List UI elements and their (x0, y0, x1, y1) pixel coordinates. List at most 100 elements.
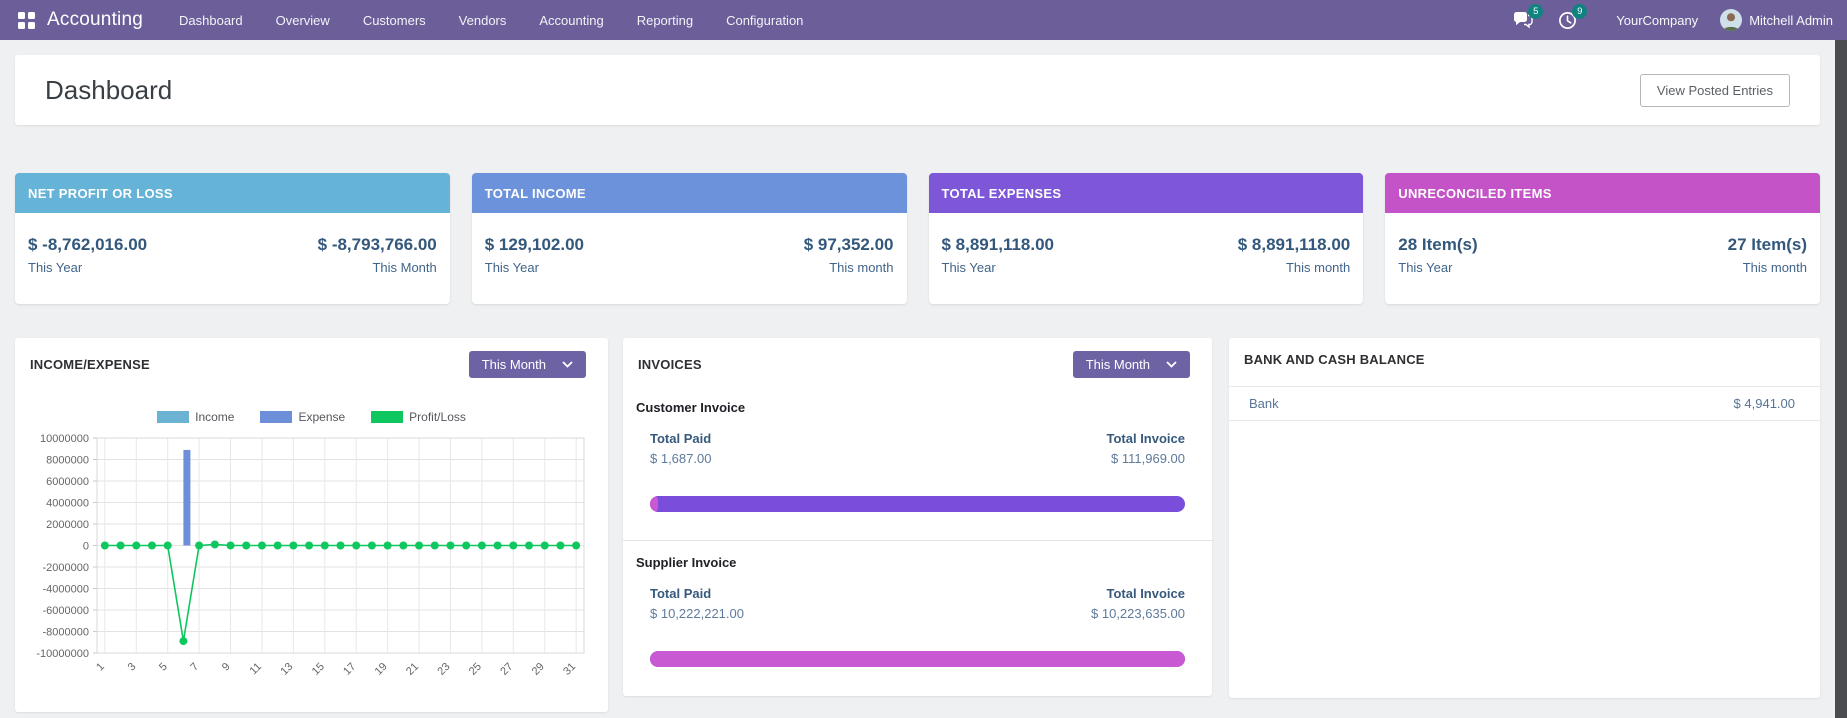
customer-invoice-progressbar (650, 496, 1185, 512)
income-expense-panel: INCOME/EXPENSE This Month Income Expense P… (15, 338, 608, 712)
kpi-value-year: $ 8,891,118.00 (941, 235, 1055, 254)
supplier-invoice-value: $ 10,223,635.00 (1091, 606, 1185, 621)
svg-text:13: 13 (278, 661, 295, 678)
legend-item-profit-loss[interactable]: Profit/Loss (371, 410, 466, 424)
nav-item-overview[interactable]: Overview (275, 12, 330, 28)
kpi-label-year: This Year (941, 260, 996, 275)
legend-label: Profit/Loss (409, 410, 466, 424)
kpi-title: TOTAL EXPENSES (928, 173, 1364, 213)
section-divider (623, 540, 1212, 541)
svg-text:5: 5 (157, 661, 170, 674)
nav-item-configuration[interactable]: Configuration (726, 12, 804, 28)
bank-journal-link[interactable]: Bank (1249, 396, 1279, 411)
bank-cash-panel: BANK AND CASH BALANCE Bank $ 4,941.00 (1229, 338, 1820, 698)
svg-text:23: 23 (435, 661, 452, 678)
nav-item-dashboard[interactable]: Dashboard (179, 12, 243, 28)
kpi-card-unreconciled-items: UNRECONCILED ITEMS 28 Item(s) This Year 2… (1385, 173, 1820, 304)
svg-text:1: 1 (94, 661, 107, 674)
activities-icon[interactable]: 9 (1556, 4, 1588, 31)
kpi-value-year: $ -8,762,016.00 (28, 235, 148, 254)
user-menu[interactable]: Mitchell Admin (1720, 9, 1833, 31)
nav-item-reporting[interactable]: Reporting (636, 12, 694, 28)
nav-item-accounting[interactable]: Accounting (539, 12, 604, 28)
vertical-scrollbar[interactable] (1835, 40, 1847, 718)
svg-text:8000000: 8000000 (46, 455, 89, 467)
svg-text:7: 7 (188, 661, 201, 674)
svg-text:3: 3 (126, 661, 139, 674)
company-switcher[interactable]: YourCompany (1616, 12, 1699, 28)
customer-invoice-value: $ 111,969.00 (1111, 451, 1185, 466)
nav-item-vendors[interactable]: Vendors (458, 12, 507, 28)
kpi-title: NET PROFIT OR LOSS (15, 173, 450, 213)
svg-text:17: 17 (341, 661, 358, 678)
kpi-card-total-expenses: TOTAL EXPENSES $ 8,891,118.00 This Year $… (928, 173, 1364, 304)
chevron-down-icon (1166, 361, 1177, 368)
svg-text:11: 11 (248, 661, 265, 678)
app-brand[interactable]: Accounting (47, 9, 144, 30)
panel-title: INVOICES (638, 357, 702, 372)
svg-text:25: 25 (467, 661, 484, 678)
bank-balance-value: $ 4,941.00 (1733, 396, 1795, 411)
user-name: Mitchell Admin (1749, 12, 1833, 28)
customer-invoice-label: Total Invoice (1106, 431, 1186, 446)
svg-text:4000000: 4000000 (46, 498, 89, 510)
top-nav: Accounting Dashboard Overview Customers … (0, 0, 1847, 40)
legend-swatch (157, 411, 190, 423)
legend-label: Income (195, 410, 235, 424)
kpi-title: UNRECONCILED ITEMS (1385, 173, 1820, 213)
page-title: Dashboard (45, 74, 173, 105)
svg-text:19: 19 (373, 661, 390, 678)
kpi-label-year: This Year (484, 260, 539, 275)
kpi-value-month: $ -8,793,766.00 (317, 235, 437, 254)
svg-text:29: 29 (530, 661, 547, 678)
nav-item-customers[interactable]: Customers (362, 12, 426, 28)
supplier-invoice-label: Total Invoice (1106, 586, 1186, 601)
svg-text:6000000: 6000000 (46, 476, 89, 488)
svg-text:31: 31 (561, 661, 578, 678)
chart-legend: Income Expense Profit/Loss (15, 410, 608, 424)
invoices-panel: INVOICES This Month Customer Invoice Tot… (623, 338, 1212, 696)
svg-text:10000000: 10000000 (40, 433, 89, 445)
nav-right-group: 5 9 YourCompany Mitchell Admin (1512, 4, 1833, 31)
svg-text:-2000000: -2000000 (43, 562, 90, 574)
kpi-label-month: This Month (372, 260, 437, 275)
invoices-period-dropdown[interactable]: This Month (1072, 351, 1190, 378)
svg-text:27: 27 (498, 661, 515, 678)
kpi-label-month: This month (1742, 260, 1807, 275)
svg-text:21: 21 (404, 661, 421, 678)
panel-title: INCOME/EXPENSE (30, 357, 150, 372)
supplier-invoice-progressbar (650, 651, 1185, 667)
messages-icon[interactable]: 5 (1512, 4, 1544, 31)
chart-period-value: This Month (481, 357, 546, 372)
kpi-card-total-income: TOTAL INCOME $ 129,102.00 This Year $ 97,… (471, 173, 907, 304)
supplier-invoice-heading: Supplier Invoice (636, 555, 737, 570)
svg-text:-8000000: -8000000 (43, 627, 90, 639)
activities-badge: 9 (1572, 4, 1588, 19)
kpi-label-year: This Year (28, 260, 83, 275)
kpi-title: TOTAL INCOME (471, 173, 907, 213)
svg-text:-6000000: -6000000 (43, 605, 90, 617)
income-expense-chart: -10000000 -8000000 -6000000 -4000000 -200000… (23, 430, 602, 718)
messages-badge: 5 (1528, 4, 1544, 19)
nav-menu: Dashboard Overview Customers Vendors Acc… (177, 2, 805, 39)
svg-text:-4000000: -4000000 (43, 584, 90, 596)
invoices-period-value: This Month (1085, 357, 1150, 372)
legend-label: Expense (298, 410, 346, 424)
legend-item-expense[interactable]: Expense (260, 410, 345, 424)
kpi-row: NET PROFIT OR LOSS $ -8,762,016.00 This Y… (15, 173, 1820, 304)
view-posted-entries-button[interactable]: View Posted Entries (1639, 73, 1790, 107)
avatar (1720, 9, 1743, 31)
supplier-paid-label: Total Paid (650, 586, 712, 601)
legend-item-income[interactable]: Income (157, 410, 234, 424)
legend-swatch (260, 411, 293, 423)
page-header: Dashboard View Posted Entries (15, 55, 1820, 125)
kpi-value-year: 28 Item(s) (1398, 235, 1478, 254)
apps-grid-icon[interactable] (18, 11, 35, 29)
kpi-value-month: $ 8,891,118.00 (1237, 235, 1351, 254)
supplier-paid-fill (650, 651, 1185, 667)
chevron-down-icon (562, 361, 573, 368)
chart-period-dropdown[interactable]: This Month (468, 351, 586, 378)
kpi-value-month: 27 Item(s) (1727, 235, 1807, 254)
kpi-value-month: $ 97,352.00 (803, 235, 894, 254)
svg-text:2000000: 2000000 (46, 519, 89, 531)
